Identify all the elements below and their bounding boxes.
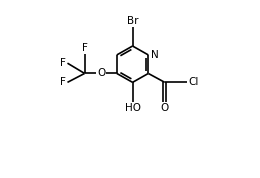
Text: O: O bbox=[161, 103, 169, 113]
Text: O: O bbox=[97, 69, 105, 78]
Text: N: N bbox=[151, 50, 159, 60]
Text: F: F bbox=[82, 43, 88, 53]
Text: F: F bbox=[60, 58, 66, 68]
Text: Cl: Cl bbox=[188, 77, 198, 87]
Text: F: F bbox=[60, 77, 66, 87]
Text: HO: HO bbox=[125, 103, 141, 113]
Text: Br: Br bbox=[127, 16, 138, 26]
